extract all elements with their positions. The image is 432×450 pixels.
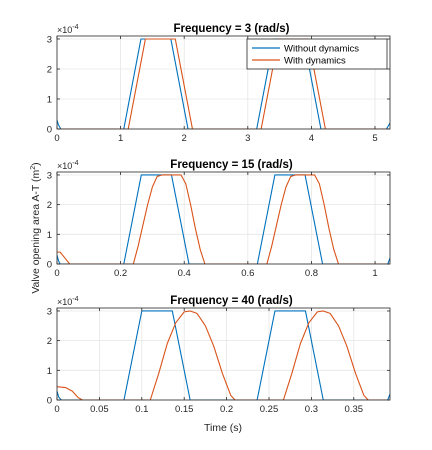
series-line-with-dynamics (57, 38, 390, 129)
legend-entry: With dynamics (284, 56, 346, 67)
y-tick-label: 3 (47, 170, 52, 181)
x-tick-label: 0 (54, 268, 59, 279)
y-axis-label-superscript: 2 (30, 166, 37, 170)
y-tick-label: 3 (47, 306, 52, 317)
y-tick-label: 1 (47, 230, 52, 241)
y-tick-label: 2 (47, 200, 52, 211)
x-tick-label: 0 (54, 404, 59, 415)
y-tick-label: 0 (47, 125, 52, 136)
x-tick-label: 0.4 (178, 268, 191, 279)
y-tick-label: 1 (47, 95, 52, 106)
x-axis-label: Time (s) (204, 422, 242, 434)
x-tick-label: 0.1 (135, 404, 148, 415)
subplot-title: Frequency = 15 (rad/s) (170, 159, 293, 171)
axes-box (56, 307, 391, 401)
x-tick-label: 0.2 (220, 404, 233, 415)
x-tick-label: 3 (245, 133, 250, 144)
x-tick-label: 0 (54, 133, 59, 144)
axes-box (56, 171, 391, 265)
x-tick-label: 2 (182, 133, 187, 144)
x-tick-label: 1 (118, 133, 123, 144)
subplot-title: Frequency = 3 (rad/s) (174, 23, 290, 35)
y-tick-label: 2 (47, 65, 52, 76)
x-tick-label: 0.05 (90, 404, 109, 415)
legend-box (246, 38, 388, 70)
x-tick-label: 5 (372, 133, 377, 144)
x-tick-label: 0.2 (114, 268, 127, 279)
x-tick-label: 1 (372, 268, 377, 279)
axes-box (56, 35, 391, 130)
y-axis-label: Valve opening area A-T (m2) (30, 162, 42, 293)
subplot-title: Frequency = 40 (rad/s) (170, 295, 293, 307)
subplot-frequency-15: 0 0.2 0.4 0.6 0.8 1 0 1 2 3 ×10-4 Frequency = 15 (r… (47, 159, 391, 279)
y-exponent-label: ×10-4 (57, 296, 79, 307)
y-exponent-label: ×10-4 (57, 160, 79, 171)
subplot-frequency-40: 0 0.05 0.1 0.15 0.2 0.25 0.3 0.35 0 1 2 3 ×10-4 Frequ… (47, 295, 391, 415)
y-exponent-label: ×10-4 (57, 24, 79, 35)
x-tick-label: 0.6 (241, 268, 254, 279)
y-tick-label: 0 (47, 396, 52, 407)
plot-area (57, 172, 390, 264)
x-tick-label: 4 (309, 133, 314, 144)
x-tick-label: 0.35 (345, 404, 364, 415)
y-tick-label: 2 (47, 336, 52, 347)
subplot-frequency-3: 0 1 2 3 4 5 0 1 2 3 ×10-4 Frequency = 3 (rad/s) With… (47, 23, 391, 144)
y-tick-label: 0 (47, 260, 52, 271)
plot-area (57, 308, 390, 400)
x-tick-label: 0.25 (260, 404, 279, 415)
legend-entry: Without dynamics (284, 44, 359, 55)
x-tick-label: 0.8 (305, 268, 318, 279)
series-line-with-dynamics (57, 310, 390, 400)
x-tick-label: 0.15 (175, 404, 194, 415)
y-tick-label: 3 (47, 35, 52, 46)
series-line-with-dynamics (57, 174, 390, 264)
x-tick-label: 0.3 (305, 404, 318, 415)
y-tick-label: 1 (47, 366, 52, 377)
